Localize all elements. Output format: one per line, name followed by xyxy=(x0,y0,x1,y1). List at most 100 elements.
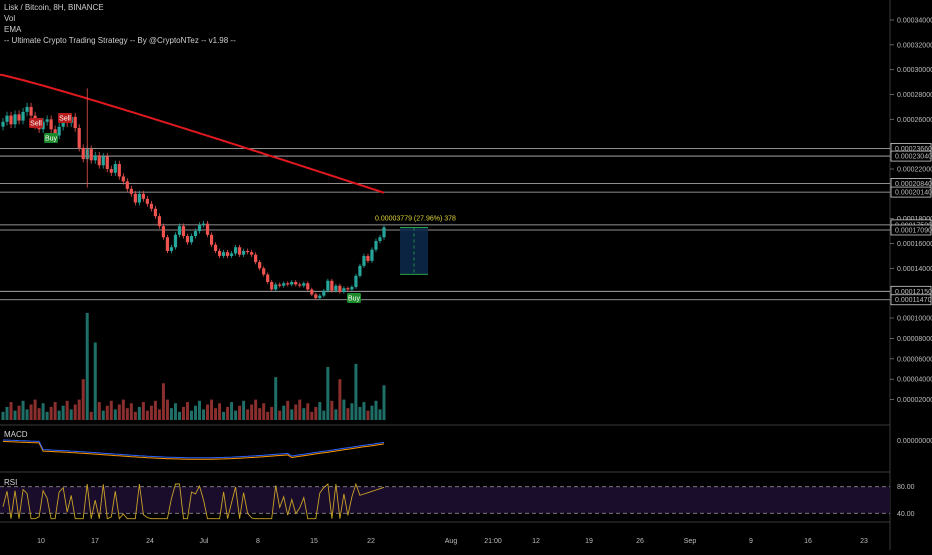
candle-body[interactable] xyxy=(17,114,21,121)
candle-body[interactable] xyxy=(225,252,230,256)
price-tick-label[interactable]: 0.00006000 xyxy=(897,356,932,363)
candle-body[interactable] xyxy=(322,290,326,296)
time-tick-label[interactable]: 10 xyxy=(37,538,45,545)
candle-body[interactable] xyxy=(201,223,206,225)
candle-body[interactable] xyxy=(209,234,214,245)
candle-body[interactable] xyxy=(254,254,258,263)
rsi-tick-label[interactable]: 40.00 xyxy=(897,511,915,518)
sell-signal-badge[interactable]: Sell xyxy=(58,113,72,123)
candle-body[interactable] xyxy=(125,181,129,189)
candle-body[interactable] xyxy=(262,268,266,275)
candle-body[interactable] xyxy=(53,129,57,136)
candle-body[interactable] xyxy=(366,255,370,261)
candle-body[interactable] xyxy=(1,121,5,127)
candle-body[interactable] xyxy=(217,250,222,256)
candle-body[interactable] xyxy=(374,241,378,250)
candle-body[interactable] xyxy=(274,284,278,290)
candle-body[interactable] xyxy=(330,280,334,291)
macd-pane-title[interactable]: MACD xyxy=(4,430,28,439)
candle-body[interactable] xyxy=(5,115,9,122)
time-tick-label[interactable]: 23 xyxy=(860,538,868,545)
candle-body[interactable] xyxy=(21,111,25,121)
price-tick-label[interactable]: 0.00028000 xyxy=(897,92,932,99)
time-tick-label[interactable]: Aug xyxy=(445,538,458,545)
candle-body[interactable] xyxy=(318,295,322,299)
candle-body[interactable] xyxy=(93,155,97,161)
price-tick-label[interactable]: 0.00032000 xyxy=(897,42,932,49)
candle-body[interactable] xyxy=(173,234,178,248)
level-price-label[interactable]: 0.00023040 xyxy=(895,154,932,161)
candle-body[interactable] xyxy=(354,275,358,287)
candle-body[interactable] xyxy=(362,255,366,266)
candle-body[interactable] xyxy=(121,176,125,182)
candle-body[interactable] xyxy=(149,203,153,209)
candle-body[interactable] xyxy=(129,188,133,194)
candle-body[interactable] xyxy=(133,193,137,203)
candle-body[interactable] xyxy=(169,247,174,251)
signal-badges-layer[interactable]: Sell Sell Buy Buy xyxy=(29,113,361,303)
candle-body[interactable] xyxy=(306,283,310,290)
candle-body[interactable] xyxy=(270,281,274,290)
time-tick-label[interactable]: 19 xyxy=(585,538,593,545)
symbol-title[interactable]: Lisk / Bitcoin, 8H, BINANCE xyxy=(4,3,104,12)
level-price-label[interactable]: 0.00012150 xyxy=(895,289,932,296)
candle-body[interactable] xyxy=(109,169,113,173)
candle-body[interactable] xyxy=(89,149,93,161)
candle-body[interactable] xyxy=(161,226,166,238)
time-tick-label[interactable]: 22 xyxy=(367,538,375,545)
candle-body[interactable] xyxy=(358,265,362,276)
candle-body[interactable] xyxy=(73,116,77,129)
candle-body[interactable] xyxy=(310,289,314,295)
time-tick-label[interactable]: 24 xyxy=(146,538,154,545)
candle-body[interactable] xyxy=(302,283,306,286)
candle-body[interactable] xyxy=(314,294,318,299)
price-tick-label[interactable]: 0.00004000 xyxy=(897,377,932,384)
candle-body[interactable] xyxy=(141,193,145,199)
candle-body[interactable] xyxy=(153,208,157,217)
time-axis-labels[interactable]: 10 17 24 Jul 8 15 22 Aug 21:00 12 19 26 Sep 9 16 23 xyxy=(37,538,868,545)
price-tick-label[interactable]: 0.00002000 xyxy=(897,397,932,404)
candles-layer[interactable] xyxy=(1,88,386,300)
time-tick-label[interactable]: 21:00 xyxy=(484,538,502,545)
candle-body[interactable] xyxy=(258,262,262,269)
macd-tick-label[interactable]: 0.00000000 xyxy=(897,438,932,445)
candle-body[interactable] xyxy=(97,155,101,166)
rsi-tick-label[interactable]: 80.00 xyxy=(897,484,915,491)
price-axis-labels[interactable]: 0.00034000 0.00032000 0.00030000 0.00028000… xyxy=(890,18,932,518)
price-tick-label[interactable]: 0.00026000 xyxy=(897,117,932,124)
candle-body[interactable] xyxy=(282,283,286,286)
candle-body[interactable] xyxy=(378,237,382,242)
candle-body[interactable] xyxy=(230,253,234,256)
price-tick-label[interactable]: 0.00030000 xyxy=(897,67,932,74)
candle-body[interactable] xyxy=(57,126,61,136)
candle-body[interactable] xyxy=(286,283,290,285)
price-tick-label[interactable]: 0.00022000 xyxy=(897,167,932,174)
candle-body[interactable] xyxy=(177,226,182,235)
candle-body[interactable] xyxy=(213,244,218,251)
sell-signal-badge[interactable]: Sell xyxy=(29,118,43,128)
candle-body[interactable] xyxy=(113,164,117,173)
time-tick-label[interactable]: 8 xyxy=(256,538,260,545)
level-price-label[interactable]: 0.00020140 xyxy=(895,190,932,197)
level-price-label[interactable]: 0.00017090 xyxy=(895,227,932,234)
rsi-pane-title[interactable]: RSI xyxy=(4,478,18,487)
candle-body[interactable] xyxy=(382,227,386,238)
candle-body[interactable] xyxy=(338,285,342,292)
price-tick-label[interactable]: 0.00014000 xyxy=(897,266,932,273)
candle-body[interactable] xyxy=(193,231,198,237)
price-tick-label[interactable]: 0.00034000 xyxy=(897,18,932,25)
candle-body[interactable] xyxy=(334,285,338,291)
candle-body[interactable] xyxy=(205,223,210,235)
candle-body[interactable] xyxy=(290,281,294,285)
candle-body[interactable] xyxy=(346,288,350,290)
candle-body[interactable] xyxy=(9,115,13,125)
level-price-label[interactable]: 0.00020840 xyxy=(895,181,932,188)
time-tick-label[interactable]: 16 xyxy=(804,538,812,545)
candle-body[interactable] xyxy=(157,216,162,227)
candle-body[interactable] xyxy=(25,106,29,112)
candle-body[interactable] xyxy=(13,114,17,125)
candle-body[interactable] xyxy=(221,252,226,256)
candle-body[interactable] xyxy=(101,156,105,166)
